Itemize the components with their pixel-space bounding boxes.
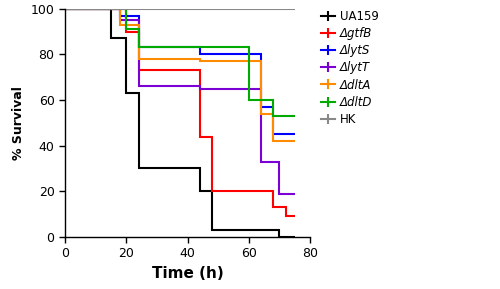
Legend: UA159, ΔgtfB, ΔlytS, ΔlytT, ΔdltA, ΔdltD, HK: UA159, ΔgtfB, ΔlytS, ΔlytT, ΔdltA, ΔdltD… bbox=[321, 10, 378, 126]
Y-axis label: % Survival: % Survival bbox=[12, 86, 25, 160]
X-axis label: Time (h): Time (h) bbox=[152, 266, 224, 281]
